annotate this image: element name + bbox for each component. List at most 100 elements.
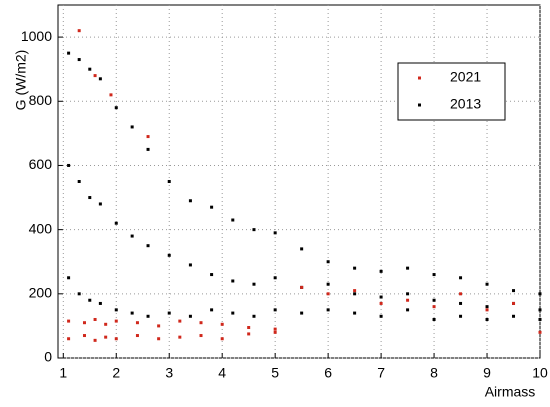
point <box>300 285 304 289</box>
point <box>109 93 113 97</box>
point <box>432 298 436 302</box>
point <box>67 276 71 280</box>
point <box>247 332 251 336</box>
point <box>199 321 203 325</box>
point <box>231 218 235 222</box>
point <box>88 196 92 200</box>
point <box>485 305 489 309</box>
point <box>432 273 436 277</box>
x-tick-label: 5 <box>271 365 279 381</box>
point <box>326 308 330 312</box>
point <box>157 324 161 328</box>
point <box>104 335 108 339</box>
point <box>220 322 224 326</box>
point <box>538 308 542 312</box>
point <box>146 135 150 139</box>
point <box>146 314 150 318</box>
point <box>406 298 410 302</box>
point <box>67 51 71 55</box>
point <box>406 308 410 312</box>
x-tick-label: 6 <box>324 365 332 381</box>
point <box>231 279 235 283</box>
y-tick-label: 1000 <box>21 28 52 44</box>
point <box>538 292 542 296</box>
point <box>114 337 118 341</box>
point <box>98 77 102 81</box>
point <box>188 263 192 267</box>
point <box>93 338 97 342</box>
point <box>353 311 357 315</box>
x-axis-label: Airmass <box>485 384 536 400</box>
point <box>88 67 92 71</box>
y-tick-label: 200 <box>29 285 53 301</box>
point <box>485 282 489 286</box>
x-tick-label: 7 <box>377 365 385 381</box>
point <box>199 334 203 338</box>
point <box>88 298 92 302</box>
point <box>67 163 71 167</box>
point <box>353 292 357 296</box>
point <box>114 308 118 312</box>
point <box>77 180 81 183</box>
point <box>67 319 71 323</box>
point <box>252 282 256 286</box>
point <box>157 337 161 341</box>
point <box>77 58 81 62</box>
legend-marker <box>418 76 421 80</box>
point <box>432 317 436 321</box>
point <box>485 317 489 321</box>
point <box>188 314 192 318</box>
point <box>82 334 86 338</box>
point <box>300 311 304 315</box>
legend-marker <box>418 103 421 107</box>
point <box>167 311 171 315</box>
point <box>326 282 330 286</box>
point <box>220 337 224 341</box>
point <box>273 308 277 312</box>
point <box>512 289 516 293</box>
point <box>98 202 102 206</box>
x-tick-label: 1 <box>59 365 67 381</box>
x-tick-label: 4 <box>218 365 226 381</box>
point <box>231 311 235 315</box>
point <box>273 276 277 280</box>
y-tick-label: 600 <box>29 156 53 172</box>
x-tick-label: 3 <box>165 365 173 381</box>
point <box>77 292 81 296</box>
point <box>459 292 463 296</box>
x-tick-label: 10 <box>532 365 548 381</box>
point <box>188 199 192 203</box>
point <box>379 314 383 318</box>
point <box>459 276 463 280</box>
point <box>104 322 108 326</box>
point <box>82 321 86 325</box>
point <box>379 269 383 273</box>
point <box>252 314 256 318</box>
point <box>178 319 182 323</box>
point <box>326 292 330 296</box>
point <box>406 292 410 296</box>
y-tick-label: 800 <box>29 92 53 108</box>
point <box>512 301 516 305</box>
point <box>485 308 489 312</box>
point <box>273 330 277 334</box>
point <box>167 253 171 257</box>
point <box>130 311 134 315</box>
point <box>167 180 171 183</box>
point <box>353 289 357 293</box>
y-axis-label: G (W/m2) <box>13 50 29 111</box>
point <box>93 317 97 321</box>
point <box>67 337 71 341</box>
point <box>114 221 118 225</box>
point <box>273 231 277 235</box>
point <box>538 330 542 334</box>
point <box>379 301 383 305</box>
point <box>300 247 304 251</box>
point <box>98 301 102 305</box>
x-tick-label: 9 <box>483 365 491 381</box>
point <box>247 326 251 330</box>
x-tick-label: 2 <box>112 365 120 381</box>
x-tick-label: 8 <box>430 365 438 381</box>
point <box>379 295 383 299</box>
point <box>130 234 134 238</box>
